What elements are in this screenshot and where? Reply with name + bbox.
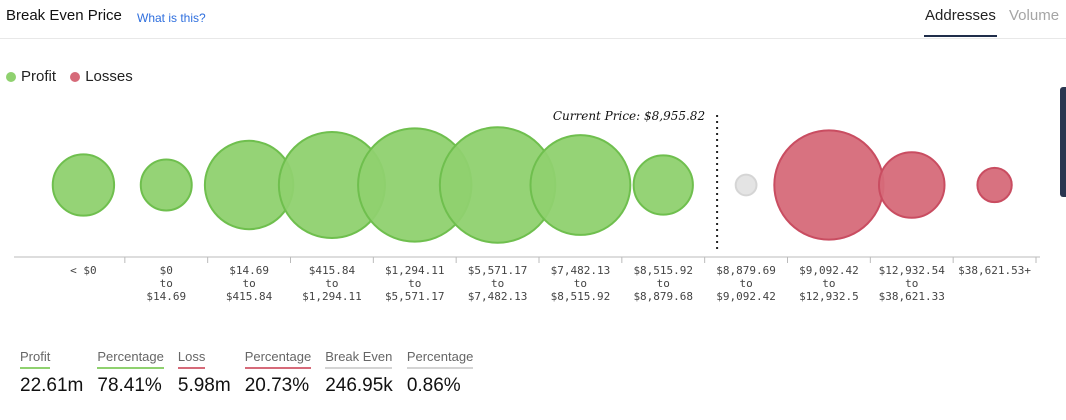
- x-tick-label-11-line2: to: [905, 277, 918, 290]
- x-tick-label-2-line2: to: [160, 277, 173, 290]
- page-title: Break Even Price: [6, 7, 122, 24]
- x-tick-label-10-line3: $12,932.5: [799, 290, 859, 303]
- stat-label-loss-percentage: Percentage: [244, 349, 312, 369]
- chart-legend: Profit Losses: [6, 68, 143, 86]
- x-tick-label-10-line2: to: [822, 277, 835, 290]
- stat-value-break-even: 246.95k: [325, 375, 393, 396]
- bubble-9: [734, 173, 758, 197]
- x-tick-label-12-line1: $38,621.53+: [958, 264, 1031, 277]
- x-tick-label-6-line2: to: [491, 277, 504, 290]
- stat-break-even: Break Even 246.95k: [325, 348, 393, 397]
- x-tick-label-7-line2: to: [574, 277, 587, 290]
- bubble-7: [529, 134, 632, 236]
- x-tick-label-5-line2: to: [408, 277, 421, 290]
- stat-label-loss: Loss: [177, 349, 206, 369]
- x-tick-label-6-line1: $5,571.17: [468, 264, 528, 277]
- break-even-bubble-chart: < $0 $0to$14.69$14.69to$415.84$415.84to$1…: [14, 109, 1040, 303]
- legend-item-profit[interactable]: Profit: [6, 68, 56, 85]
- x-tick-label-7-line1: $7,482.13: [551, 264, 611, 277]
- x-tick-label-9-line1: $8,879.69: [716, 264, 776, 277]
- stat-profit: Profit 22.61m: [20, 348, 83, 397]
- scroll-handle[interactable]: [1060, 87, 1066, 197]
- bubble-2: [139, 158, 193, 212]
- x-tick-label-8-line2: to: [657, 277, 670, 290]
- stat-value-profit-percentage: 78.41%: [97, 375, 162, 396]
- x-tick-label-9-line2: to: [739, 277, 752, 290]
- bubble-12: [976, 166, 1013, 204]
- stats-summary: Profit 22.61m Percentage 78.41% Loss 5.9…: [20, 348, 487, 397]
- legend-label-losses: Losses: [85, 68, 133, 85]
- x-tick-label-3-line2: to: [242, 277, 255, 290]
- bubble-11: [877, 151, 946, 219]
- x-tick-label-10-line1: $9,092.42: [799, 264, 859, 277]
- x-tick-label-8-line1: $8,515.92: [633, 264, 693, 277]
- stat-value-loss-percentage: 20.73%: [244, 375, 310, 396]
- stat-profit-percentage: Percentage 78.41%: [97, 348, 164, 397]
- tab-volume[interactable]: Volume: [1009, 7, 1060, 24]
- x-tick-label-5-line3: $5,571.17: [385, 290, 445, 303]
- header: Break Even Price What is this? Addresses…: [0, 0, 1066, 39]
- bubble-1: [51, 153, 116, 217]
- legend-item-losses[interactable]: Losses: [70, 68, 133, 85]
- x-tick-label-3-line1: $14.69: [229, 264, 269, 277]
- x-tick-label-4-line2: to: [325, 277, 338, 290]
- x-tick-label-5-line1: $1,294.11: [385, 264, 445, 277]
- legend-dot-profit-icon: [6, 71, 16, 82]
- stat-value-break-even-percentage: 0.86%: [406, 375, 461, 396]
- stat-label-break-even-percentage: Percentage: [406, 349, 474, 369]
- x-tick-label-7-line3: $8,515.92: [551, 290, 611, 303]
- current-price-label: Current Price: $8,955.82: [553, 109, 705, 123]
- stat-label-profit-percentage: Percentage: [97, 349, 164, 369]
- help-link[interactable]: What is this?: [137, 11, 206, 25]
- x-tick-label-8-line3: $8,879.68: [633, 290, 693, 303]
- x-tick-label-9-line3: $9,092.42: [716, 290, 776, 303]
- legend-dot-losses-icon: [70, 71, 81, 82]
- x-tick-label-4-line1: $415.84: [309, 264, 356, 277]
- stat-value-loss: 5.98m: [177, 375, 231, 396]
- x-tick-label-6-line3: $7,482.13: [468, 290, 528, 303]
- x-tick-label-11-line1: $12,932.54: [879, 264, 946, 277]
- stat-value-profit: 22.61m: [20, 375, 84, 396]
- bubble-8: [632, 154, 694, 216]
- x-tick-label-2-line1: $0: [160, 264, 173, 277]
- legend-label-profit: Profit: [21, 68, 57, 85]
- x-tick-label-3-line3: $415.84: [226, 290, 273, 303]
- stat-label-break-even: Break Even: [325, 349, 393, 369]
- stat-loss-percentage: Percentage 20.73%: [244, 348, 312, 397]
- stat-label-profit: Profit: [20, 349, 51, 369]
- x-tick-label-2-line3: $14.69: [146, 290, 186, 303]
- stat-break-even-percentage: Percentage 0.86%: [406, 348, 474, 397]
- stat-loss: Loss 5.98m: [177, 348, 231, 397]
- x-tick-label-4-line3: $1,294.11: [302, 290, 362, 303]
- x-tick-label-1-line1: < $0: [70, 264, 97, 277]
- x-tick-label-11-line3: $38,621.33: [879, 290, 945, 303]
- tab-addresses[interactable]: Addresses: [924, 7, 997, 37]
- bubble-10: [773, 129, 885, 241]
